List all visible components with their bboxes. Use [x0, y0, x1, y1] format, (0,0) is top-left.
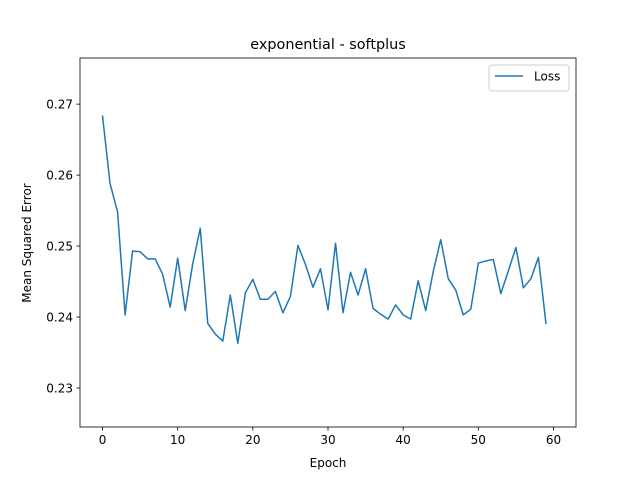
x-axis-title: Epoch — [310, 456, 347, 470]
y-tick-label: 0.24 — [46, 310, 73, 324]
x-tick-label: 60 — [546, 433, 561, 447]
legend: Loss — [488, 64, 570, 92]
legend-label-loss: Loss — [534, 70, 560, 84]
loss-series-line — [101, 115, 547, 345]
x-tick-label: 10 — [170, 433, 185, 447]
y-axis-title: Mean Squared Error — [20, 183, 34, 303]
y-tick-label: 0.23 — [46, 381, 73, 395]
y-tick-label: 0.25 — [46, 239, 73, 253]
chart-title: exponential - softplus — [250, 37, 405, 53]
y-tick-label: 0.27 — [46, 97, 73, 111]
legend-box — [488, 64, 570, 92]
x-tick-label: 40 — [396, 433, 411, 447]
x-tick-label: 50 — [471, 433, 486, 447]
x-tick-label: 0 — [99, 433, 107, 447]
plot-area: 0 10 20 30 40 50 60 0.23 0.24 0.25 0.26 0.27 — [46, 57, 577, 447]
y-tick-label: 0.26 — [46, 168, 73, 182]
x-tick-label: 20 — [245, 433, 260, 447]
x-tick-label: 30 — [320, 433, 335, 447]
